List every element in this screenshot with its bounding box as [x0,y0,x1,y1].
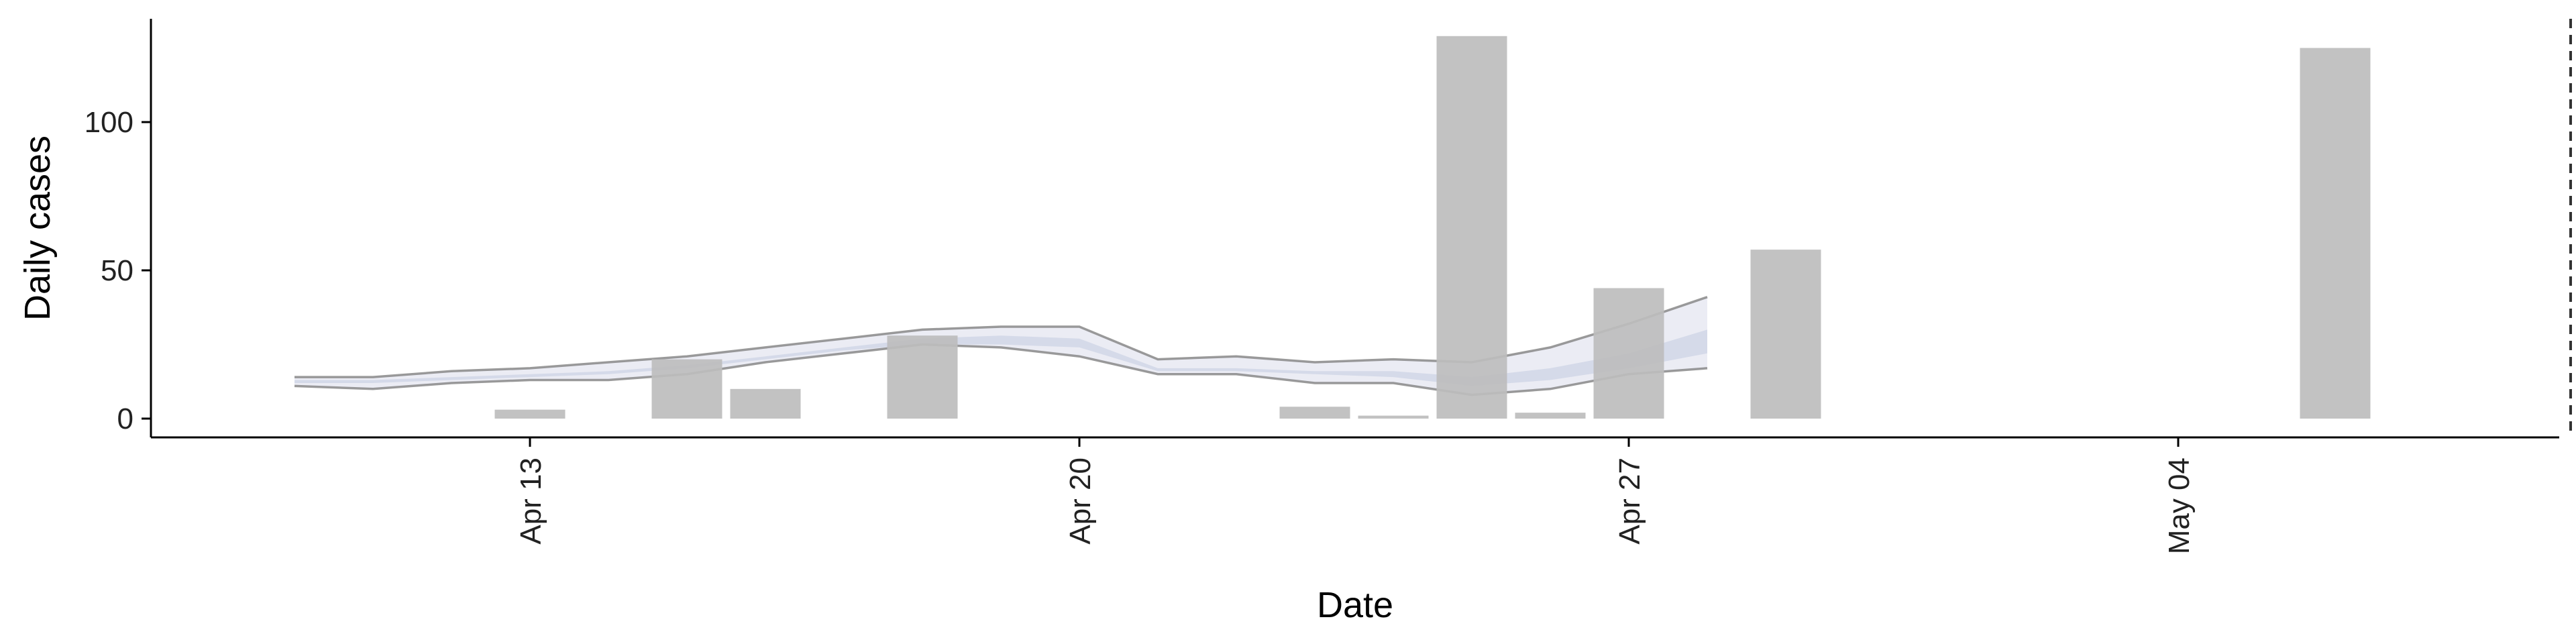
y-tick-label: 50 [101,254,133,287]
y-axis-title: Daily cases [17,136,58,321]
axes: Apr 13 Apr 20 Apr 27 May 04 0 50 100 [85,19,2559,554]
case-bar [1750,250,1821,419]
x-ticks: Apr 13 Apr 20 Apr 27 May 04 [515,437,2196,554]
case-bar [887,335,958,419]
x-tick-label: Apr 20 [1064,458,1097,545]
case-bar [1515,413,1586,419]
case-bar [1358,415,1429,419]
inner-ci-band [294,329,1707,386]
case-bar [2300,48,2371,419]
x-tick-label: Apr 27 [1613,458,1646,545]
x-tick-label: Apr 13 [515,458,547,545]
case-bar [1593,288,1664,419]
case-bars [494,36,2371,419]
case-bar [730,388,801,419]
case-bar [1279,407,1350,419]
y-tick-label: 0 [117,402,133,435]
case-bar [494,409,566,419]
case-bar [651,359,722,419]
y-tick-label: 100 [85,106,133,139]
x-axis-title: Date [1317,585,1393,625]
case-bar [1436,36,1507,419]
x-tick-label: May 04 [2163,458,2196,554]
y-ticks: 0 50 100 [85,106,151,435]
